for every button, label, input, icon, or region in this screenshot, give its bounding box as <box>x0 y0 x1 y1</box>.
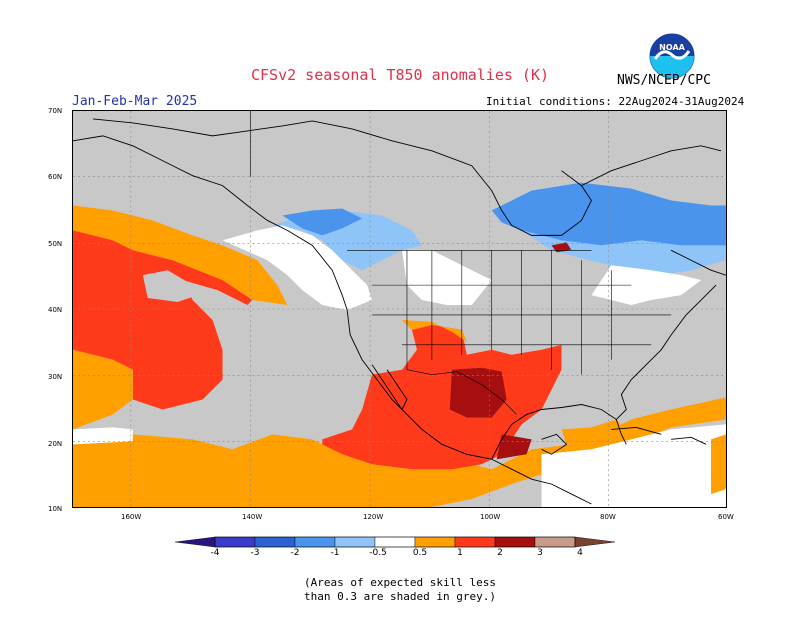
lon-label: 60W <box>718 513 734 521</box>
colorbar-segment <box>334 536 376 548</box>
colorbar-label: -2 <box>290 548 300 558</box>
colorbar-segment <box>254 536 296 548</box>
anomaly-region-canada-blue <box>282 208 363 236</box>
colorbar-segment <box>374 536 416 548</box>
season-label: Jan-Feb-Mar 2025 <box>72 94 198 109</box>
colorbar-segment <box>454 536 496 548</box>
anomaly-region-east-canada-blue <box>491 182 726 246</box>
anomaly-region-mexico-red <box>322 324 562 470</box>
anomaly-region-tropical-orange <box>73 397 726 507</box>
colorbar-segment <box>494 536 536 548</box>
lon-label: 120W <box>363 513 384 521</box>
colorbar-label: -4 <box>210 548 220 558</box>
colorbar-label: -3 <box>250 548 260 558</box>
anomaly-region-neutral <box>541 424 726 507</box>
map-title: CFSv2 seasonal T850 anomalies (K) <box>250 66 549 84</box>
political-boundaries <box>250 111 672 415</box>
colorbar-label: 3 <box>537 548 543 558</box>
svg-text:NOAA: NOAA <box>659 43 685 52</box>
anomaly-region-neutral <box>401 250 492 306</box>
lat-label: 10N <box>48 505 63 513</box>
colorbar-label: 2 <box>497 548 503 558</box>
lat-label: 60N <box>48 173 63 181</box>
colorbar-segment <box>214 536 256 548</box>
anomaly-region-atlantic-orange <box>631 397 726 430</box>
colorbar-label: -0.5 <box>369 548 387 558</box>
noaa-logo: NOAA <box>649 33 695 79</box>
colorbar-label: -1 <box>330 548 340 558</box>
lat-label: 20N <box>48 440 63 448</box>
colorbar-segment <box>294 536 336 548</box>
anomaly-region-neutral <box>591 265 702 306</box>
colorbar-segment <box>414 536 456 548</box>
anomaly-region-east-canada-lightblue <box>521 230 726 276</box>
lat-label: 70N <box>48 107 63 115</box>
lon-label: 100W <box>480 513 501 521</box>
lat-label: 50N <box>48 240 63 248</box>
colorbar-segment <box>534 536 576 548</box>
lat-label: 40N <box>48 306 63 314</box>
agency-label: NWS/NCEP/CPC <box>617 73 711 88</box>
anomaly-region-neutral <box>222 225 373 310</box>
lon-label: 80W <box>600 513 616 521</box>
colorbar-label: 4 <box>577 548 583 558</box>
lon-label: 140W <box>242 513 263 521</box>
colorbar-label: 0.5 <box>412 548 428 558</box>
coastlines <box>73 118 726 505</box>
initial-conditions-label: Initial conditions: 22Aug2024-31Aug2024 <box>486 95 745 108</box>
anomaly-region-texas-darkred <box>449 367 507 418</box>
colorbar-label: 1 <box>457 548 463 558</box>
lon-label: 160W <box>121 513 142 521</box>
lat-label: 30N <box>48 373 63 381</box>
anomaly-region-pacific-orange <box>73 205 288 306</box>
anomaly-region-pacific-orange <box>73 349 133 430</box>
anomaly-region-neutral <box>73 427 133 445</box>
colorbar-segment <box>574 536 616 548</box>
colorbar-segment <box>174 536 216 548</box>
anomaly-map <box>72 110 727 508</box>
anomaly-region-pacific-red <box>73 230 253 410</box>
skill-note: (Areas of expected skill less than 0.3 a… <box>303 576 497 603</box>
colorbar-legend <box>174 536 616 548</box>
